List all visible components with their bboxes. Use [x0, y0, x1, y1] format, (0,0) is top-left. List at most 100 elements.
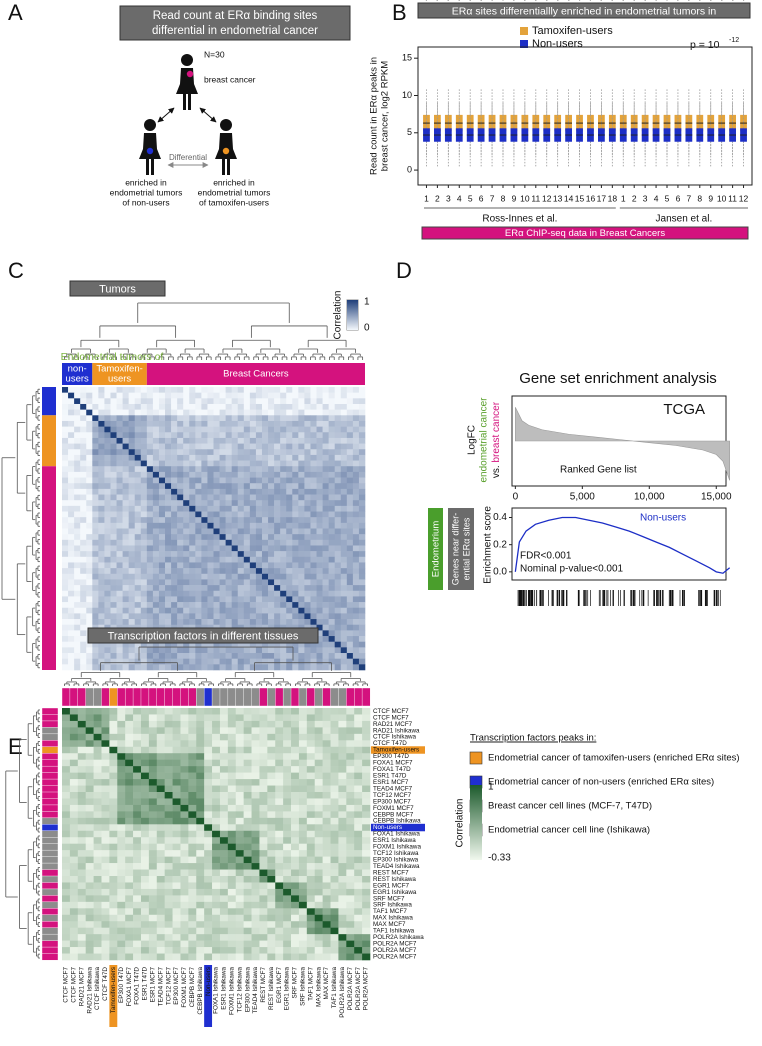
- heatmap-cell: [68, 636, 75, 642]
- heatmap-cell: [358, 585, 366, 592]
- heatmap-cell: [292, 460, 299, 467]
- heatmap-cell: [62, 641, 69, 648]
- heatmap-cell: [140, 602, 148, 609]
- group-label: endometrial tumors: [198, 187, 271, 197]
- heatmap-cell: [231, 579, 239, 586]
- heatmap-cell: [122, 602, 129, 609]
- heatmap-cell: [219, 664, 226, 671]
- heatmap-cell: [68, 534, 75, 541]
- heatmap-cell: [310, 585, 317, 592]
- heatmap-cell: [255, 545, 263, 552]
- heatmap-cell: [116, 551, 123, 558]
- heatmap-cell: [213, 545, 220, 552]
- heatmap-cell: [158, 585, 166, 592]
- heatmap-cell: [340, 534, 348, 541]
- heatmap-cell: [298, 432, 305, 439]
- heatmap-cell: [334, 488, 342, 495]
- heatmap-cell: [207, 511, 214, 518]
- heatmap-cell: [225, 590, 232, 597]
- heatmap-cell: [140, 466, 148, 473]
- heatmap-cell: [195, 568, 202, 575]
- heatmap-cell: [122, 426, 129, 433]
- heatmap-cell: [80, 471, 87, 478]
- heatmap-cell: [298, 658, 305, 665]
- heatmap-cell: [304, 602, 311, 609]
- heatmap-cell: [286, 534, 293, 541]
- heatmap-cell: [249, 534, 257, 541]
- heatmap-cell: [152, 545, 160, 552]
- heatmap-cell: [316, 471, 323, 478]
- heatmap-cell: [261, 664, 269, 671]
- heatmap-cell: [237, 454, 245, 461]
- heatmap-cell: [86, 454, 93, 461]
- heatmap-cell: [328, 432, 335, 439]
- heatmap-cell: [140, 505, 148, 512]
- heatmap-cell: [104, 449, 111, 456]
- heatmap-cell: [165, 534, 172, 541]
- heatmap-cell: [146, 528, 154, 535]
- organ-dot: [186, 70, 194, 78]
- heatmap-cell: [165, 471, 172, 478]
- heatmap-cell: [86, 415, 93, 422]
- heatmap-cell: [249, 505, 257, 512]
- heatmap-cell: [165, 579, 172, 586]
- heatmap-cell: [286, 539, 293, 546]
- heatmap-cell: [177, 449, 184, 456]
- heatmap-cell: [322, 596, 329, 603]
- heatmap-cell: [98, 596, 105, 603]
- heatmap-cell: [219, 562, 226, 569]
- heatmap-cell: [243, 568, 251, 575]
- heatmap-cell: [80, 556, 87, 563]
- heatmap-cell: [146, 454, 154, 461]
- heatmap-cell: [201, 460, 208, 467]
- heatmap-cell: [80, 392, 87, 399]
- group-label: Ross-Innes et al.: [482, 214, 557, 225]
- heatmap-cell: [98, 505, 105, 512]
- heatmap-cell: [122, 607, 129, 614]
- heatmap-cell: [346, 551, 354, 558]
- heatmap-cell: [304, 471, 311, 478]
- heatmap-cell: [322, 522, 329, 529]
- heatmap-cell: [261, 517, 269, 524]
- heatmap-cell: [231, 658, 239, 665]
- heatmap-cell: [346, 432, 354, 439]
- heatmap-cell: [352, 449, 360, 456]
- heatmap-cell: [128, 607, 136, 614]
- heatmap-cell: [358, 488, 366, 495]
- heatmap-cell: [177, 658, 184, 665]
- heatmap-cell: [280, 551, 287, 558]
- heatmap-cell: [225, 596, 232, 603]
- person-body: [176, 68, 198, 110]
- heatmap-cell: [92, 460, 99, 467]
- heatmap-cell: [286, 551, 293, 558]
- heatmap-cell: [292, 585, 299, 592]
- heatmap-cell: [346, 568, 354, 575]
- heatmap-cell: [98, 585, 105, 592]
- heatmap-cell: [334, 443, 342, 450]
- heatmap-cell: [80, 636, 87, 642]
- heatmap-cell: [104, 658, 111, 665]
- heatmap-cell: [243, 534, 251, 541]
- heatmap-cell: [116, 528, 123, 535]
- heatmap-cell: [80, 528, 87, 535]
- heatmap-cell: [310, 556, 317, 563]
- person-label: breast cancer: [204, 74, 256, 84]
- heatmap-cell: [140, 477, 148, 484]
- heatmap-cell: [255, 511, 263, 518]
- x-tick-label: 12: [739, 193, 749, 203]
- heatmap-cell: [237, 653, 245, 659]
- heatmap-cell: [110, 454, 117, 461]
- heatmap-cell: [243, 579, 251, 586]
- heatmap-cell: [292, 415, 299, 422]
- heatmap-cell: [298, 460, 305, 467]
- heatmap-cell: [183, 398, 190, 405]
- heatmap-cell: [268, 471, 275, 478]
- heatmap-cell: [261, 437, 269, 444]
- heatmap-cell: [74, 528, 81, 535]
- heatmap-cell: [80, 443, 87, 450]
- heatmap-cell: [225, 517, 232, 524]
- heatmap-cell: [298, 522, 305, 529]
- heatmap-cell: [177, 613, 184, 620]
- heatmap-cell: [195, 551, 202, 558]
- heatmap-cell: [92, 449, 99, 456]
